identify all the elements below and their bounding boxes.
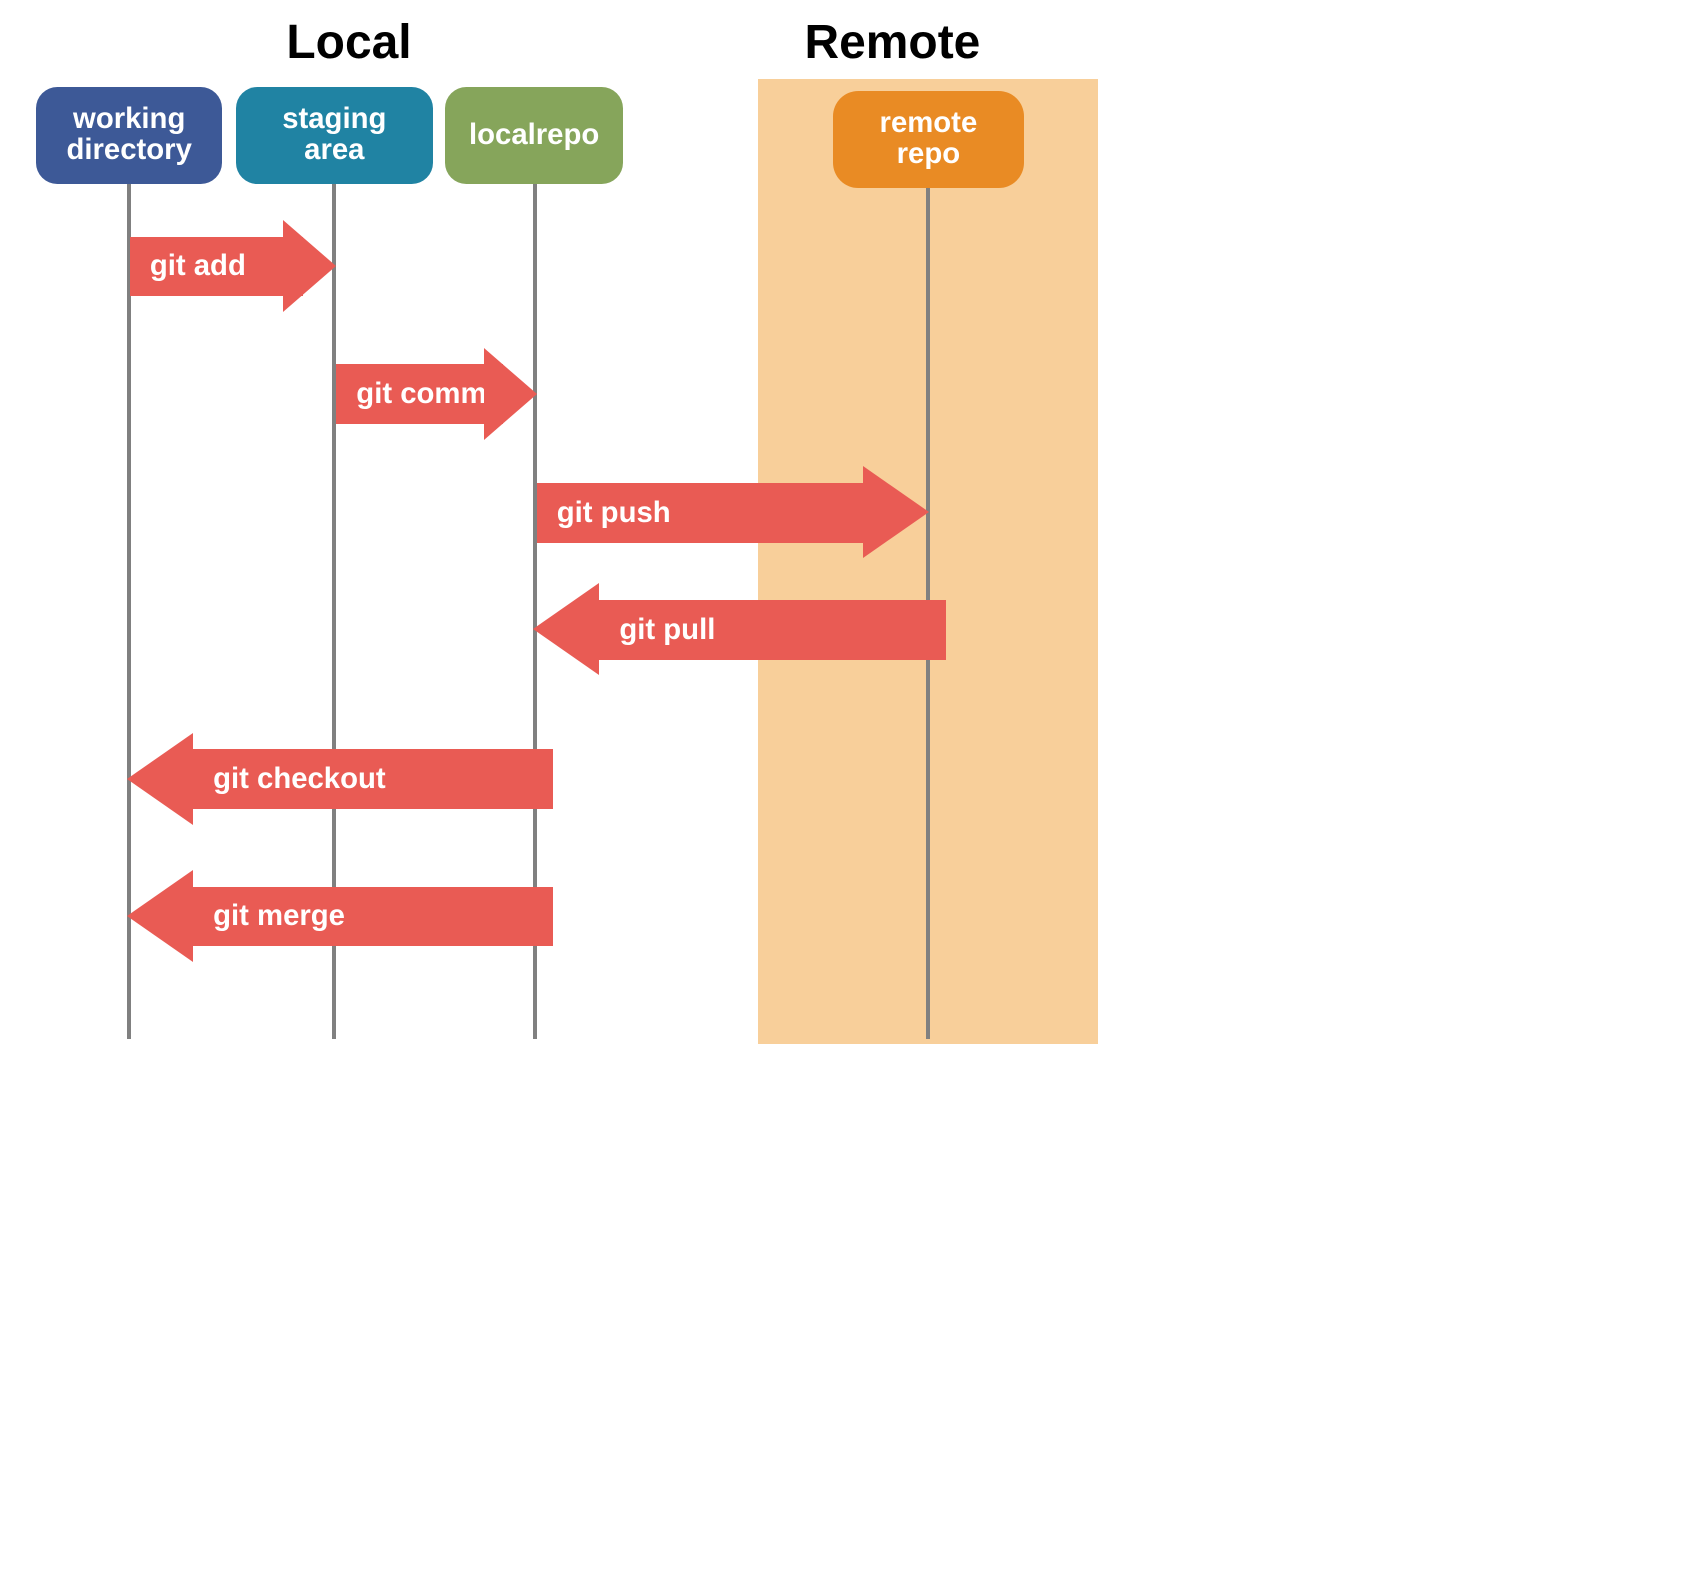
arrow-head-icon xyxy=(283,220,336,312)
arrow-git-commit: git commit xyxy=(336,348,536,441)
arrow-label: git add xyxy=(150,249,246,283)
section-title-local: Local xyxy=(286,15,411,70)
arrow-git-push: git push xyxy=(537,466,930,559)
arrow-label: git merge xyxy=(213,899,345,933)
node-local-repo: localrepo xyxy=(445,87,623,184)
arrow-label: git commit xyxy=(356,377,504,411)
arrow-head-icon xyxy=(863,466,929,558)
arrow-head-icon xyxy=(533,583,599,675)
arrow-shaft: git add xyxy=(130,237,303,297)
arrow-git-merge: git merge xyxy=(127,870,533,963)
diagram-stage: Local Remote working directorystaging area… xyxy=(0,0,1131,1060)
arrow-shaft: git merge xyxy=(193,887,553,947)
arrow-label: git pull xyxy=(619,613,715,647)
node-working-directory: working directory xyxy=(36,87,222,184)
arrow-label: git push xyxy=(557,496,671,530)
section-title-remote: Remote xyxy=(805,15,981,70)
arrow-git-pull: git pull xyxy=(533,583,926,676)
arrow-git-add: git add xyxy=(130,220,336,313)
arrow-head-icon xyxy=(127,733,193,825)
arrow-git-checkout: git checkout xyxy=(127,733,533,826)
arrow-shaft: git push xyxy=(537,483,883,543)
arrow-head-icon xyxy=(127,870,193,962)
node-staging-area: staging area xyxy=(236,87,433,184)
arrow-label: git checkout xyxy=(213,762,386,796)
arrow-shaft: git commit xyxy=(336,364,503,424)
arrow-shaft: git pull xyxy=(599,600,945,660)
node-remote-repo: remote repo xyxy=(833,91,1025,188)
arrow-head-icon xyxy=(484,348,537,440)
arrow-shaft: git checkout xyxy=(193,749,553,809)
